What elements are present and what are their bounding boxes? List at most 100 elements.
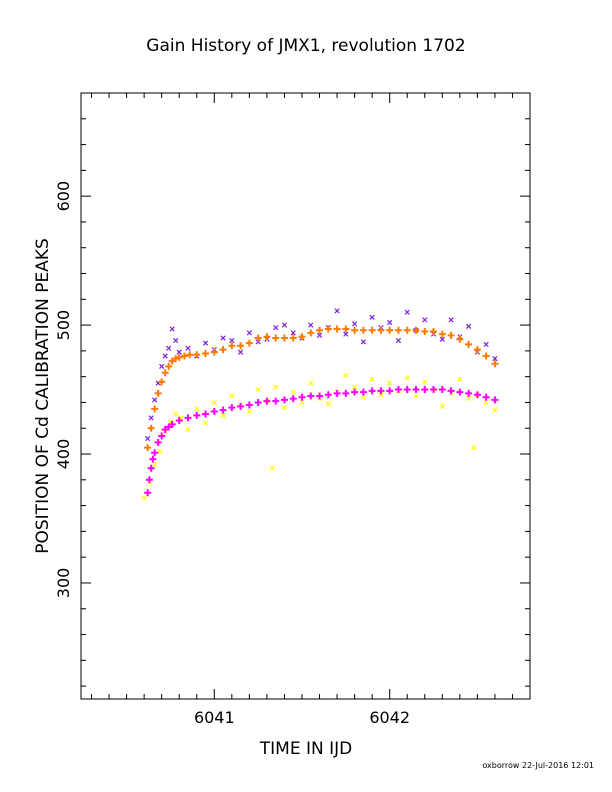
data-point: [202, 410, 210, 418]
data-point: [483, 341, 489, 348]
data-point: [359, 326, 367, 334]
data-point: [202, 349, 210, 357]
data-point: [422, 379, 428, 385]
data-point: [185, 426, 191, 433]
data-point: [147, 424, 155, 432]
data-point: [168, 420, 176, 428]
data-point: [492, 407, 498, 413]
data-point: [281, 322, 288, 328]
data-point: [289, 395, 297, 403]
data-point: [298, 333, 306, 341]
data-point: [333, 389, 341, 397]
data-point: [154, 389, 162, 397]
data-point: [308, 322, 314, 328]
data-point: [228, 342, 236, 350]
data-point: [202, 420, 209, 426]
data-point: [144, 444, 152, 452]
data-point: [333, 325, 341, 333]
data-point: [228, 404, 236, 412]
data-point: [386, 387, 394, 395]
data-point: [255, 386, 261, 393]
data-point: [403, 326, 411, 334]
data-point: [359, 388, 367, 396]
data-point: [290, 330, 296, 336]
data-point: [280, 396, 288, 404]
data-point: [147, 464, 155, 472]
data-point: [180, 352, 188, 360]
data-point: [254, 398, 262, 406]
data-point: [465, 389, 473, 397]
data-point: [307, 329, 315, 337]
data-point: [351, 384, 358, 390]
data-point: [193, 351, 201, 359]
data-point: [194, 406, 200, 412]
data-point: [404, 309, 410, 315]
data-point: [263, 333, 271, 341]
data-point: [377, 326, 385, 334]
data-point: [289, 334, 297, 342]
data-point: [403, 386, 411, 394]
data-point: [175, 353, 183, 361]
data-point: [368, 387, 376, 395]
data-point: [465, 340, 473, 348]
data-point: [166, 345, 172, 351]
data-point: [334, 308, 340, 314]
data-point: [465, 323, 472, 329]
data-point: [158, 432, 166, 440]
axis-ticks: [81, 92, 531, 699]
data-point: [456, 388, 464, 396]
data-series: [141, 308, 499, 501]
data-point: [412, 326, 420, 334]
data-point: [220, 412, 226, 418]
data-point: [448, 317, 454, 323]
data-point: [387, 319, 393, 326]
data-point: [219, 346, 227, 354]
data-point: [169, 326, 175, 332]
data-point: [343, 331, 349, 337]
data-point: [158, 378, 166, 386]
data-point: [394, 386, 402, 394]
data-point: [154, 438, 162, 446]
data-point: [148, 415, 154, 421]
data-point: [491, 360, 499, 368]
data-point: [492, 355, 498, 362]
data-point: [316, 326, 324, 334]
data-point: [269, 465, 275, 471]
data-point: [404, 375, 410, 381]
data-point: [211, 399, 217, 406]
data-point: [161, 426, 169, 434]
x-axis-label: TIME IN IJD: [259, 739, 352, 759]
data-point: [473, 346, 481, 354]
data-point: [395, 337, 402, 344]
data-point: [255, 339, 261, 345]
data-point: [386, 326, 394, 334]
data-point: [307, 392, 315, 400]
data-point: [351, 388, 359, 396]
y-axis-label: POSITION OF Cd CALIBRATION PEAKS: [33, 238, 53, 554]
data-point: [342, 325, 350, 333]
series-3: [144, 386, 499, 497]
data-point: [165, 362, 173, 370]
series-0: [145, 308, 498, 442]
data-point: [465, 395, 472, 402]
data-point: [237, 402, 245, 410]
data-point: [421, 386, 429, 394]
data-point: [316, 392, 324, 400]
data-point: [272, 397, 280, 405]
y-tick-label: 600: [54, 181, 73, 212]
data-point: [438, 330, 446, 338]
data-point: [237, 349, 244, 355]
data-point: [168, 357, 176, 365]
data-point: [229, 337, 235, 344]
data-point: [246, 408, 252, 415]
data-point: [176, 349, 182, 355]
data-point: [237, 342, 245, 350]
chart-title: Gain History of JMX1, revolution 1702: [146, 36, 466, 56]
data-point: [456, 335, 464, 343]
data-point: [254, 334, 262, 342]
data-point: [378, 392, 384, 398]
data-point: [246, 330, 252, 336]
data-point: [152, 397, 158, 403]
data-point: [360, 339, 367, 345]
